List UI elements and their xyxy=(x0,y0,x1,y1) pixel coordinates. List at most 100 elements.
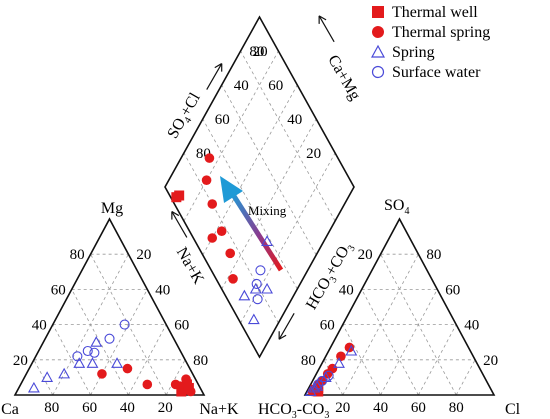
anion-left-tick: 40 xyxy=(339,282,354,298)
thermal-well-cation-point xyxy=(176,386,187,397)
thermal-spring-cation-point xyxy=(142,379,153,390)
anion-right-tick: 60 xyxy=(445,282,460,298)
svg-text:Ca+Mg: Ca+Mg xyxy=(324,52,363,103)
diamond-left-tick: 80 xyxy=(249,44,264,60)
legend: Thermal well Thermal spring Spring Surface … xyxy=(370,4,490,81)
cation-right-tick: 80 xyxy=(193,353,208,369)
thermal_spring-legend-marker xyxy=(372,26,384,38)
diamond-right-tick: 20 xyxy=(253,44,268,60)
spring-cation-point xyxy=(41,371,54,382)
anion-triangle xyxy=(303,217,496,396)
svg-text:Na+K: Na+K xyxy=(173,245,208,288)
spring-anion-point xyxy=(304,385,317,397)
mixing-arrow: Mixing xyxy=(220,176,287,272)
cation-left-tick: 40 xyxy=(32,318,47,334)
surface-water-diamond-point xyxy=(252,294,263,305)
spring-anion-point xyxy=(345,344,358,356)
thermal-spring-diamond-point xyxy=(207,199,218,209)
thermal-spring-cation-point xyxy=(170,379,181,390)
spring-cation-point xyxy=(58,367,71,379)
cation-bottom-tick: 40 xyxy=(120,400,135,416)
thermal-spring-anion-point xyxy=(336,351,346,362)
anion-left-tick: 20 xyxy=(358,247,373,263)
cation-right-tick: 40 xyxy=(155,282,170,298)
cation-left-tick: 60 xyxy=(51,282,66,298)
surface-water-anion-point xyxy=(313,379,324,390)
surface-water-anion-point xyxy=(323,370,334,381)
spring-cation-point xyxy=(86,357,99,368)
svg-text:SO4+Cl: SO4+Cl xyxy=(164,90,206,143)
frames xyxy=(13,15,496,396)
spring-cation-point xyxy=(90,336,103,347)
thermal-spring-diamond-point xyxy=(216,226,227,236)
spring-anion-point xyxy=(333,357,345,368)
thermal-spring-diamond-point xyxy=(207,233,218,243)
cation-bottom-tick: 80 xyxy=(44,400,59,416)
anion-bottom-tick: 40 xyxy=(373,400,388,416)
anion-left-tick: 80 xyxy=(301,353,316,369)
cation-left-label: Ca xyxy=(1,401,19,418)
spring-diamond-point xyxy=(261,282,273,294)
diamond-left-tick: 60 xyxy=(268,78,283,94)
mixing-label: Mixing xyxy=(248,203,287,218)
anion-bottom-tick: 60 xyxy=(411,400,426,416)
anion-right-label: Cl xyxy=(505,401,521,418)
surface-water-anion-point xyxy=(316,375,328,386)
anion-apex-label: SO4 xyxy=(384,197,409,217)
spring-cation-point xyxy=(73,357,86,368)
anion-right-tick: 20 xyxy=(483,353,498,369)
diamond-left-tick: 40 xyxy=(287,112,302,128)
anion-bottom-tick: 20 xyxy=(335,400,350,416)
cation-triangle xyxy=(13,217,206,396)
spring-cation-point xyxy=(27,381,40,393)
anion-left-label: HCO3-CO3 xyxy=(258,401,329,419)
spring-diamond-point xyxy=(238,289,251,301)
surface-water-diamond-point xyxy=(251,278,262,289)
cation-right-tick: 20 xyxy=(136,247,151,263)
thermal-spring-diamond-point xyxy=(204,153,215,163)
surface-water-cation-point xyxy=(104,333,115,344)
piper-diamond xyxy=(164,15,355,359)
surface-water-cation-point xyxy=(72,351,83,362)
cation-bottom-tick: 60 xyxy=(82,400,97,416)
data-points xyxy=(27,153,358,397)
cation-right-label: Na+K xyxy=(199,401,239,418)
anion-right-tick: 40 xyxy=(464,318,479,334)
surface-water-cation-point xyxy=(89,347,100,358)
diamond-axis-so4cl: SO4+Cl xyxy=(164,63,223,143)
spring-legend-marker xyxy=(370,44,386,58)
thermal_well-legend-marker xyxy=(372,6,384,18)
diamond-right-tick: 60 xyxy=(215,112,230,128)
cation-left-tick: 80 xyxy=(70,247,85,263)
cation-apex-label: Mg xyxy=(101,200,123,217)
anion-left-tick: 60 xyxy=(320,318,335,334)
thermal-spring-diamond-point xyxy=(225,248,236,259)
thermal-spring-diamond-point xyxy=(201,175,212,185)
surface-water-cation-point xyxy=(82,345,93,357)
spring-diamond-point xyxy=(261,235,273,246)
surface_water-legend-label: Surface water xyxy=(392,64,481,81)
thermal_well-legend-label: Thermal well xyxy=(392,4,478,21)
cation-right-tick: 60 xyxy=(174,318,189,334)
thermal-spring-cation-point xyxy=(181,374,191,384)
anion-right-tick: 80 xyxy=(426,247,441,263)
spring-anion-point xyxy=(311,380,324,391)
thermal_spring-legend-label: Thermal spring xyxy=(392,24,490,41)
anion-bottom-tick: 80 xyxy=(449,400,464,416)
diamond-left-tick: 20 xyxy=(306,146,321,162)
cation-left-tick: 20 xyxy=(13,353,28,369)
surface-water-cation-point xyxy=(119,319,130,330)
thermal-spring-cation-point xyxy=(97,369,107,379)
thermal-well-diamond-point xyxy=(174,190,185,201)
thermal-spring-diamond-point xyxy=(228,274,238,284)
thermal-spring-anion-point xyxy=(344,342,355,353)
thermal-spring-cation-point xyxy=(122,363,133,374)
diamond-axis-camg: Ca+Mg xyxy=(318,15,364,103)
spring-anion-point xyxy=(308,381,321,393)
svg-text:HCO3+CO3: HCO3+CO3 xyxy=(303,239,358,314)
spring-cation-point xyxy=(111,357,123,368)
surface_water-legend-marker xyxy=(371,65,385,79)
